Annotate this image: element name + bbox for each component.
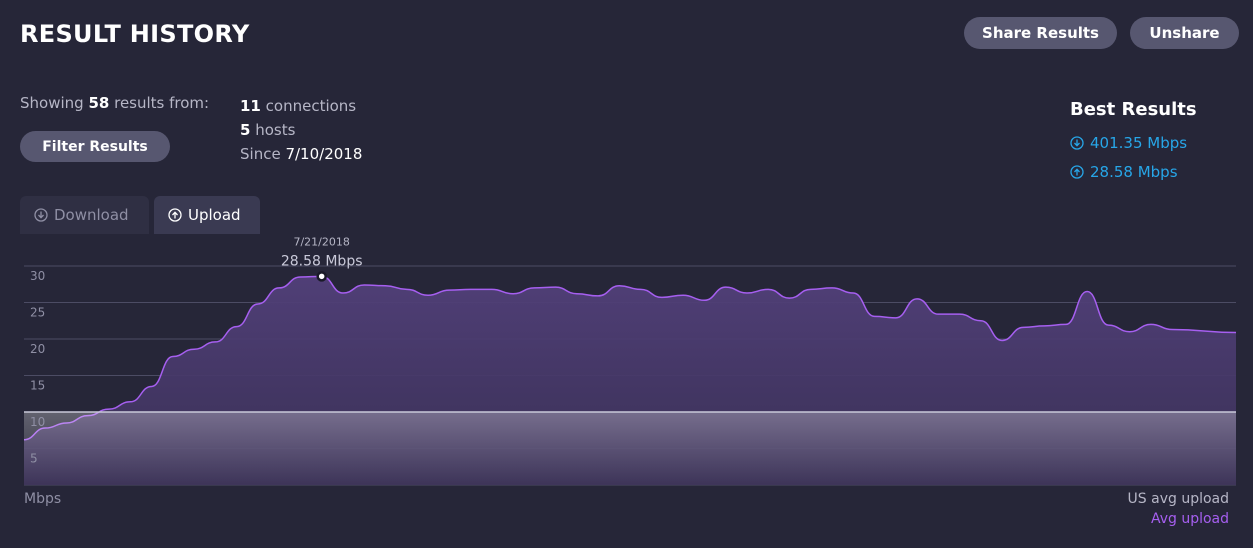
tooltip-value: 28.58 Mbps xyxy=(281,253,363,269)
connections-count: 11 xyxy=(240,97,261,115)
legend-avg-upload: Avg upload xyxy=(1150,511,1229,527)
peak-marker xyxy=(316,271,327,282)
tab-upload[interactable]: Upload xyxy=(154,196,260,234)
upload-arrow-icon xyxy=(1070,165,1084,179)
y-axis-unit-label: Mbps xyxy=(24,491,62,507)
results-stats: 11 connections 5 hosts Since 7/10/2018 xyxy=(240,94,362,166)
hosts-stat: 5 hosts xyxy=(240,118,362,142)
us-avg-upload-area xyxy=(24,412,1236,485)
filter-results-button[interactable]: Filter Results xyxy=(20,131,170,162)
results-summary: Showing 58 results from: xyxy=(20,94,209,112)
since-label: Since xyxy=(240,145,281,163)
best-upload: 28.58 Mbps xyxy=(1070,163,1197,181)
y-tick-label: 20 xyxy=(30,342,45,356)
showing-suffix: results from: xyxy=(114,94,210,112)
upload-arrow-icon xyxy=(168,208,182,222)
tab-upload-label: Upload xyxy=(188,206,241,224)
hosts-count: 5 xyxy=(240,121,251,139)
download-arrow-icon xyxy=(1070,136,1084,150)
y-tick-label: 25 xyxy=(30,306,45,320)
best-download: 401.35 Mbps xyxy=(1070,134,1197,152)
hosts-label: hosts xyxy=(255,121,296,139)
best-upload-value: 28.58 Mbps xyxy=(1090,163,1178,181)
avg-upload-line xyxy=(23,275,1237,441)
y-tick-label: 15 xyxy=(30,379,45,393)
y-tick-label: 5 xyxy=(30,452,38,466)
showing-prefix: Showing xyxy=(20,94,84,112)
since-date: 7/10/2018 xyxy=(285,145,363,163)
share-results-button[interactable]: Share Results xyxy=(964,17,1117,49)
y-tick-label: 10 xyxy=(30,415,45,429)
tooltip-date: 7/21/2018 xyxy=(293,235,349,248)
best-download-value: 401.35 Mbps xyxy=(1090,134,1188,152)
legend-us-avg-upload: US avg upload xyxy=(1127,491,1229,507)
unshare-button[interactable]: Unshare xyxy=(1130,17,1239,49)
result-count: 58 xyxy=(88,94,110,112)
best-results-title: Best Results xyxy=(1070,99,1197,120)
best-results: Best Results 401.35 Mbps 28.58 Mbps xyxy=(1070,99,1197,181)
page-title: RESULT HISTORY xyxy=(20,20,250,48)
since-stat: Since 7/10/2018 xyxy=(240,142,362,166)
connections-label: connections xyxy=(265,97,357,115)
connections-stat: 11 connections xyxy=(240,94,362,118)
tab-download[interactable]: Download xyxy=(20,196,149,234)
y-tick-label: 30 xyxy=(30,269,45,283)
download-arrow-icon xyxy=(34,208,48,222)
tab-download-label: Download xyxy=(54,206,129,224)
